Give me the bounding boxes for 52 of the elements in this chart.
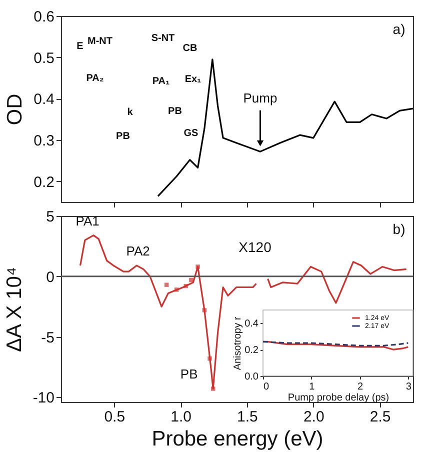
y-axis-title: ΔA X 10⁴ [2, 267, 26, 352]
y-tick-label: -5 [41, 329, 54, 346]
annotation: b) [392, 221, 406, 237]
annotation: PB [116, 131, 130, 142]
x-tick-label: 2 [357, 382, 364, 392]
y-tick-label: 0.5 [34, 50, 54, 67]
y-tick-label: 0.4 [34, 91, 54, 108]
y-tick-label: 0.4 [244, 318, 259, 330]
annotation: M-NT [88, 36, 112, 47]
x-tick-label: 1 [309, 382, 316, 392]
annotation: PA1 [76, 213, 100, 228]
annotation: PA2 [126, 244, 150, 259]
x-tick-label: 2.5 [370, 408, 391, 426]
y-axis-title: Anisotropy r [232, 316, 244, 370]
x-tick-label: 1.0 [170, 408, 192, 426]
y-tick-label: 0.3 [34, 132, 54, 150]
annotation: PA₁ [152, 76, 170, 87]
point [164, 282, 169, 287]
point [189, 278, 194, 282]
point [202, 308, 207, 312]
y-tick-label: 0 [46, 268, 54, 286]
x-tick-label: 3 [406, 382, 412, 392]
annotation: Ex₁ [184, 74, 202, 85]
y-tick-label: 0.2 [34, 174, 54, 191]
point [184, 284, 188, 288]
x-tick-label: 0.5 [104, 408, 126, 426]
y-tick-label: 0.6 [34, 8, 54, 26]
annotation: X120 [238, 239, 272, 255]
x-tick-label: 0 [264, 382, 270, 392]
x-tick-label: 1.5 [237, 408, 258, 426]
annotation: a) [392, 21, 406, 37]
annotation: Pump [243, 90, 278, 106]
point [174, 288, 179, 292]
y-tick-label: 0.2 [244, 345, 259, 356]
y-axis-title: OD [4, 94, 27, 126]
y-tick-label: 5 [46, 208, 54, 226]
annotation: PB [168, 106, 182, 117]
annotation: S-NT [151, 33, 175, 44]
point [196, 264, 200, 269]
x-tick-label: 2.0 [303, 408, 324, 426]
y-tick-label: -10 [32, 390, 54, 407]
annotation: PB [180, 366, 198, 382]
x-axis-title: Probe energy (eV) [152, 428, 324, 450]
point [210, 386, 216, 391]
annotation: PA₂ [86, 73, 104, 84]
annotation: k [127, 107, 134, 118]
annotation: GS [184, 128, 199, 139]
annotation: E [76, 41, 84, 52]
y-tick-label: 0.0 [244, 372, 259, 382]
x-axis-title: Pump probe delay (ps) [288, 392, 390, 404]
point [208, 356, 212, 361]
annotation: CB [182, 43, 198, 54]
